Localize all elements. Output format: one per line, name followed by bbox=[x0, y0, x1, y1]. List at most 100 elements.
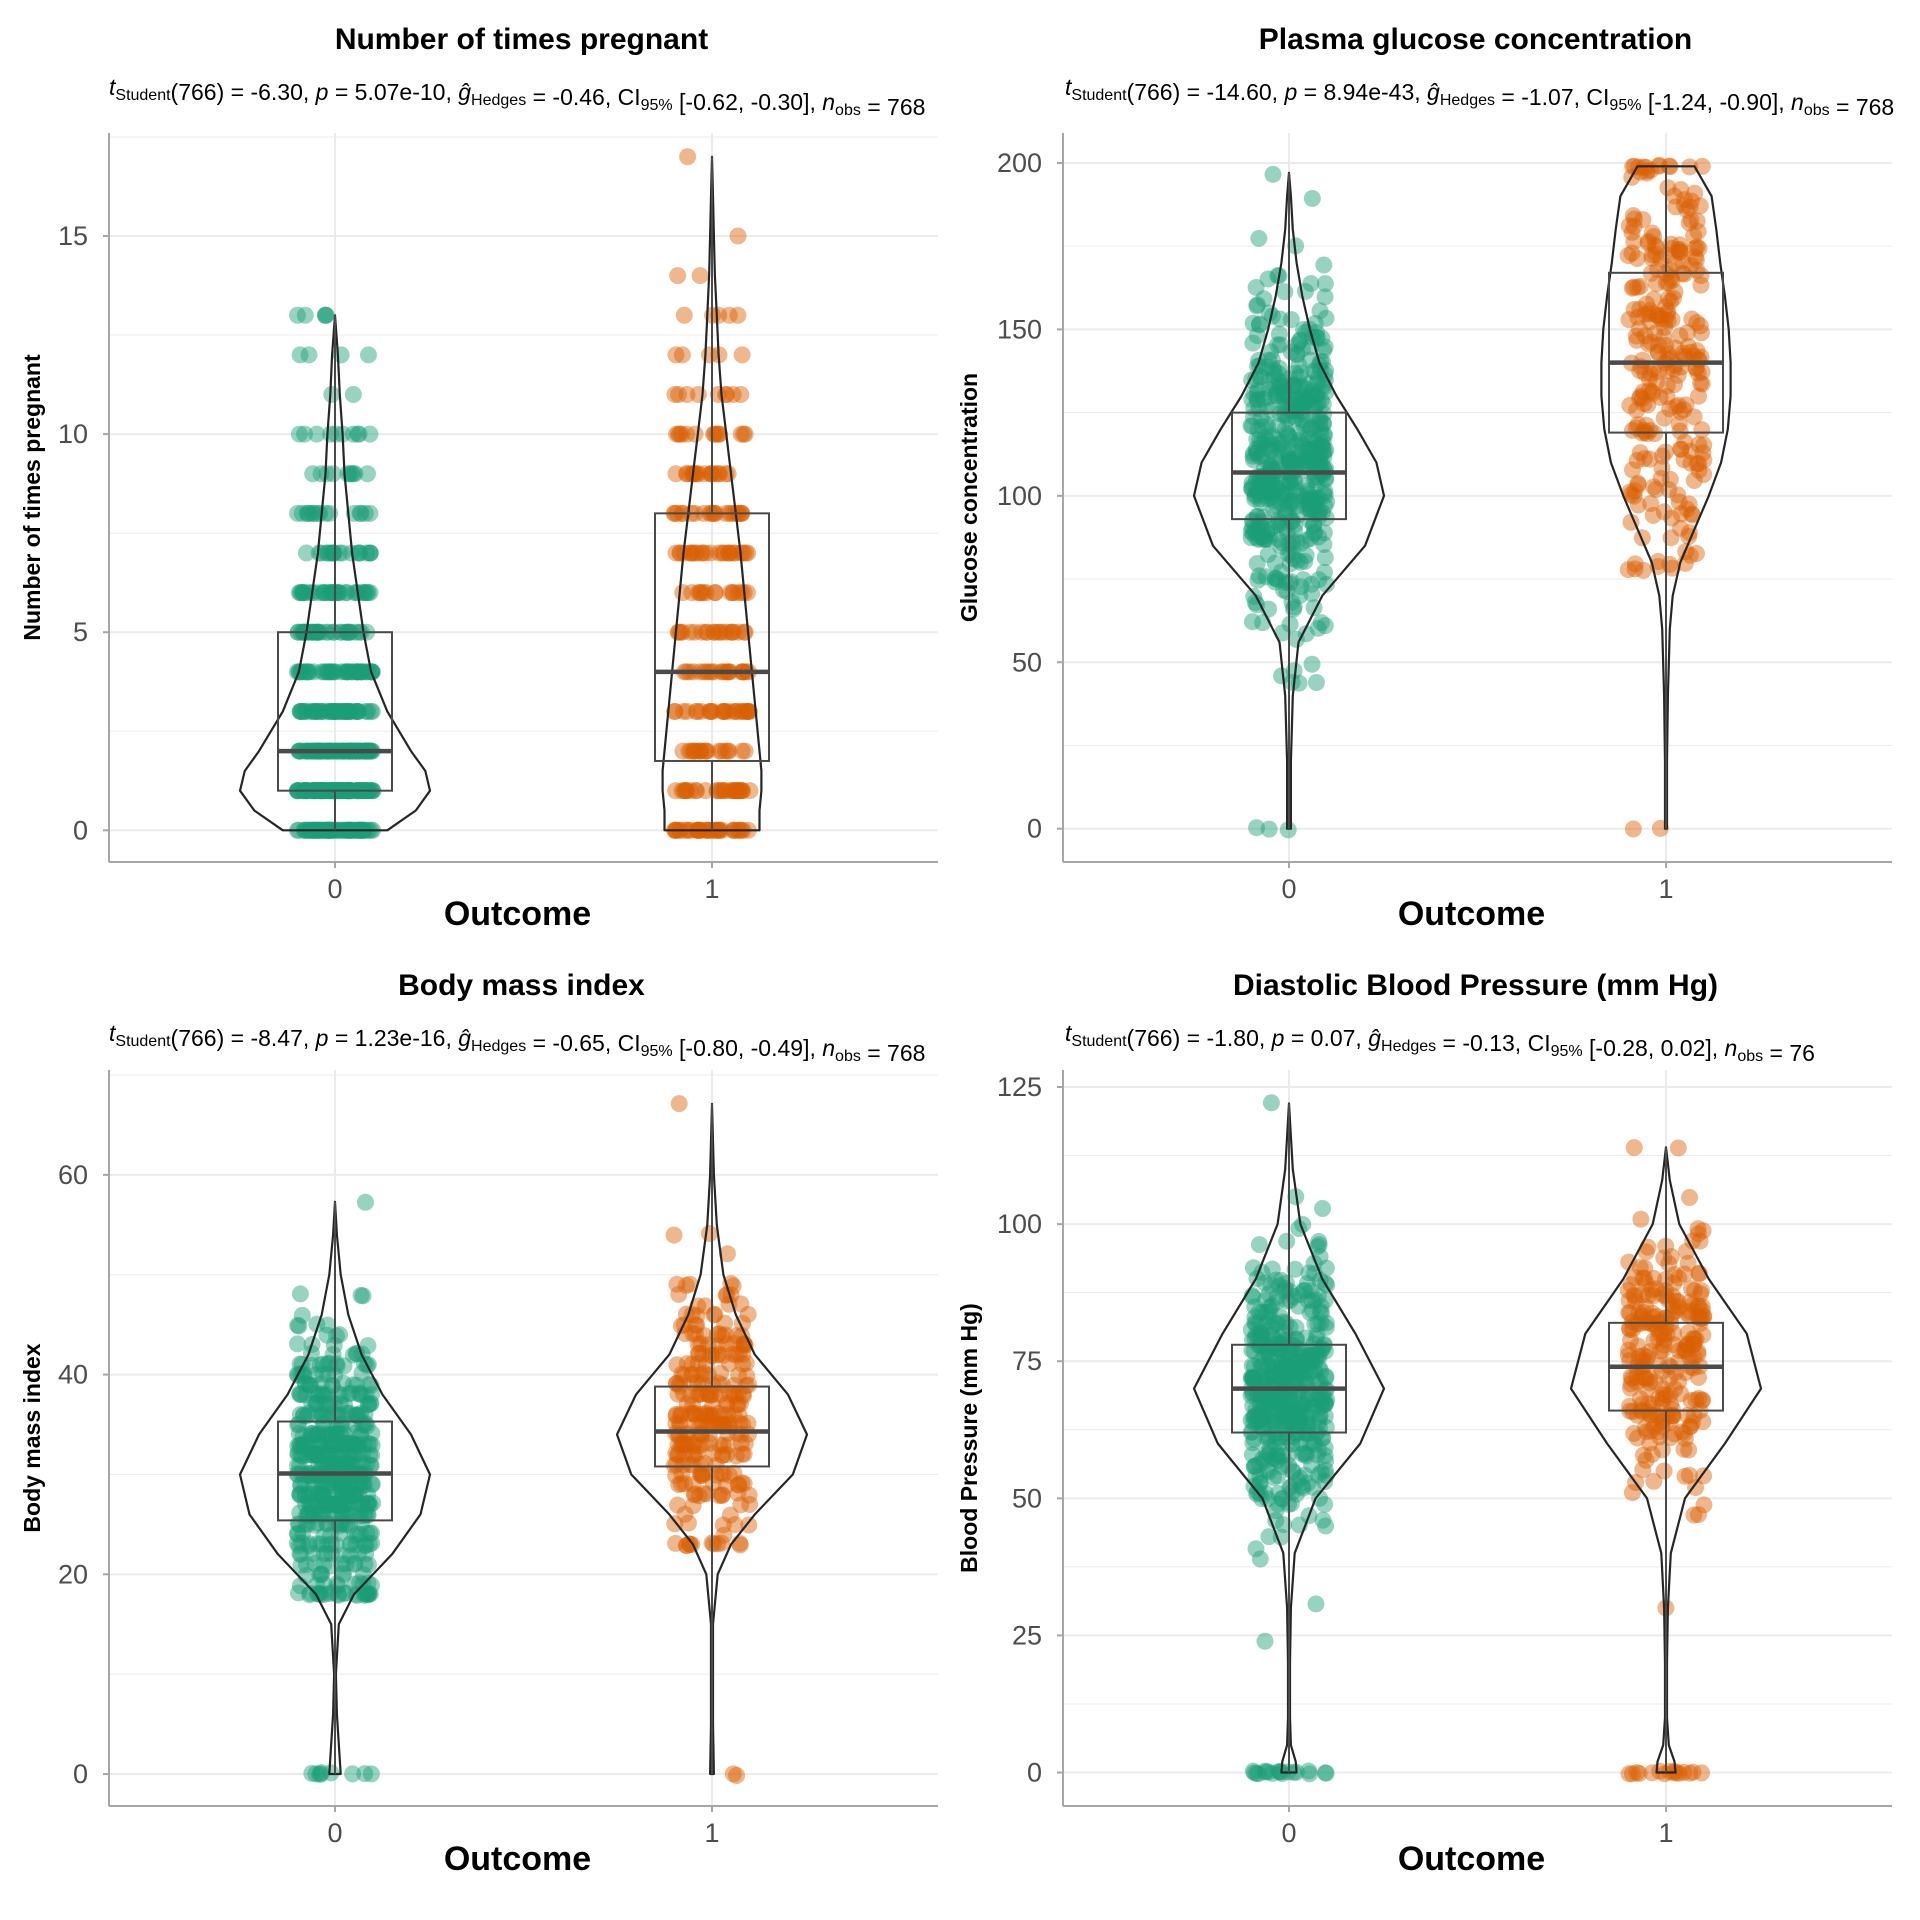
data-point bbox=[716, 702, 734, 720]
data-point bbox=[1248, 508, 1266, 526]
data-point bbox=[343, 663, 361, 681]
data-point bbox=[306, 702, 324, 720]
data-point bbox=[344, 425, 362, 443]
data-point bbox=[705, 1535, 723, 1553]
data-point bbox=[297, 544, 315, 562]
data-point bbox=[692, 584, 710, 602]
data-point bbox=[1299, 430, 1317, 448]
data-point bbox=[348, 584, 366, 602]
data-point bbox=[725, 702, 743, 720]
data-point bbox=[1688, 261, 1706, 279]
data-point bbox=[324, 584, 342, 602]
data-point bbox=[1287, 436, 1305, 454]
data-point bbox=[670, 385, 688, 403]
subtitle-part: 95% bbox=[1551, 1043, 1583, 1060]
data-point bbox=[1256, 530, 1274, 548]
data-point bbox=[354, 1287, 372, 1305]
data-point bbox=[1306, 471, 1324, 489]
data-point bbox=[319, 702, 337, 720]
data-point bbox=[674, 702, 692, 720]
data-point bbox=[1252, 471, 1270, 489]
data-point bbox=[702, 465, 720, 483]
data-point bbox=[300, 346, 318, 364]
data-point bbox=[1625, 278, 1643, 296]
data-point bbox=[355, 584, 373, 602]
data-point bbox=[726, 782, 744, 800]
subtitle-part: p bbox=[1271, 1025, 1285, 1051]
data-point bbox=[741, 1495, 759, 1513]
data-point bbox=[1259, 530, 1277, 548]
data-point bbox=[1634, 561, 1652, 579]
data-point bbox=[1251, 1550, 1269, 1568]
data-point bbox=[1292, 534, 1310, 552]
data-point bbox=[1250, 316, 1268, 334]
data-point bbox=[316, 306, 334, 324]
data-point bbox=[716, 782, 734, 800]
data-point bbox=[1681, 1188, 1699, 1206]
data-point bbox=[316, 584, 334, 602]
subtitle-part: p bbox=[315, 1025, 329, 1051]
data-point bbox=[310, 702, 328, 720]
data-point bbox=[337, 663, 355, 681]
data-point bbox=[736, 425, 754, 443]
data-point bbox=[1248, 430, 1266, 448]
data-point bbox=[311, 584, 329, 602]
data-point bbox=[337, 584, 355, 602]
data-point bbox=[1248, 554, 1266, 572]
data-point bbox=[1292, 487, 1310, 505]
data-point bbox=[1310, 528, 1328, 546]
data-point bbox=[1654, 1390, 1672, 1408]
data-point bbox=[666, 702, 684, 720]
data-point bbox=[303, 702, 321, 720]
data-point bbox=[1671, 422, 1689, 440]
panel-title: Number of times pregnant bbox=[335, 23, 708, 56]
data-point bbox=[697, 584, 715, 602]
data-point bbox=[1282, 1478, 1300, 1496]
data-point bbox=[1275, 439, 1293, 457]
data-point bbox=[347, 702, 365, 720]
panel-subtitle: tStudent(766) = -6.30, p = 5.07e-10, ĝH… bbox=[109, 74, 925, 120]
data-point bbox=[289, 1445, 307, 1463]
data-point bbox=[1257, 415, 1275, 433]
data-point bbox=[1261, 1439, 1279, 1457]
data-point bbox=[1243, 519, 1261, 537]
data-point bbox=[687, 544, 705, 562]
data-point bbox=[353, 663, 371, 681]
data-point bbox=[1284, 549, 1302, 567]
panel-title: Diastolic Blood Pressure (mm Hg) bbox=[1233, 969, 1718, 1002]
data-point bbox=[1305, 362, 1323, 380]
data-point bbox=[1286, 473, 1304, 491]
data-point bbox=[740, 702, 758, 720]
data-point bbox=[667, 465, 685, 483]
x-tick-label: 0 bbox=[1281, 874, 1296, 904]
y-tick-label: 100 bbox=[997, 481, 1042, 511]
data-point bbox=[713, 1487, 731, 1505]
data-point bbox=[1266, 573, 1284, 591]
data-point bbox=[1251, 515, 1269, 533]
data-point bbox=[702, 544, 720, 562]
data-point bbox=[1295, 320, 1313, 338]
data-point bbox=[698, 742, 716, 760]
data-point bbox=[700, 1225, 718, 1243]
data-point bbox=[682, 742, 700, 760]
data-point bbox=[1655, 1462, 1673, 1480]
data-point bbox=[691, 584, 709, 602]
subtitle-part: Student bbox=[1071, 87, 1127, 104]
data-point bbox=[294, 702, 312, 720]
data-point bbox=[324, 702, 342, 720]
data-point bbox=[1647, 245, 1665, 263]
data-point bbox=[300, 663, 318, 681]
data-point bbox=[1256, 530, 1274, 548]
data-point bbox=[1693, 1764, 1711, 1782]
data-point bbox=[1278, 1428, 1296, 1446]
subtitle-part: = 768 bbox=[861, 94, 926, 120]
data-point bbox=[1641, 302, 1659, 320]
data-point bbox=[363, 702, 381, 720]
data-point bbox=[336, 702, 354, 720]
data-point bbox=[1272, 483, 1290, 501]
data-point bbox=[1671, 243, 1689, 261]
data-point bbox=[347, 702, 365, 720]
data-point bbox=[1312, 425, 1330, 443]
data-point bbox=[356, 584, 374, 602]
data-point bbox=[725, 782, 743, 800]
